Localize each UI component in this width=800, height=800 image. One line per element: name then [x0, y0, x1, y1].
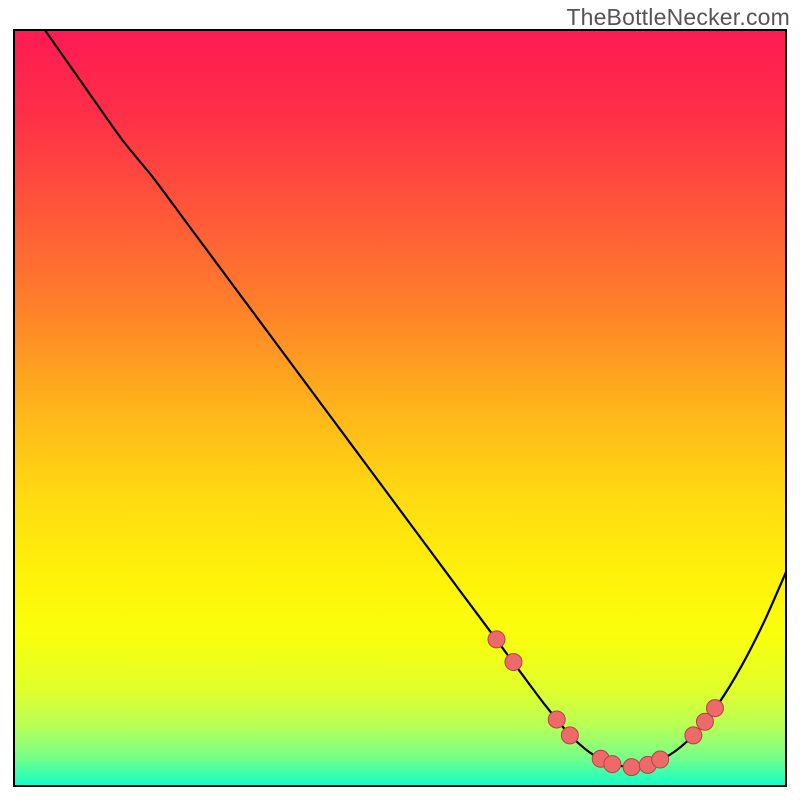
curve-marker [505, 654, 522, 671]
curve-marker [652, 751, 669, 768]
chart-container: TheBottleNecker.com [0, 0, 800, 800]
watermark-text: TheBottleNecker.com [566, 4, 790, 31]
curve-marker [685, 727, 702, 744]
bottleneck-chart [0, 0, 800, 800]
curve-marker [623, 759, 640, 776]
gradient-background [14, 30, 786, 786]
curve-marker [488, 631, 505, 648]
curve-marker [604, 756, 621, 773]
curve-marker [561, 727, 578, 744]
curve-marker [706, 700, 723, 717]
curve-marker [548, 711, 565, 728]
